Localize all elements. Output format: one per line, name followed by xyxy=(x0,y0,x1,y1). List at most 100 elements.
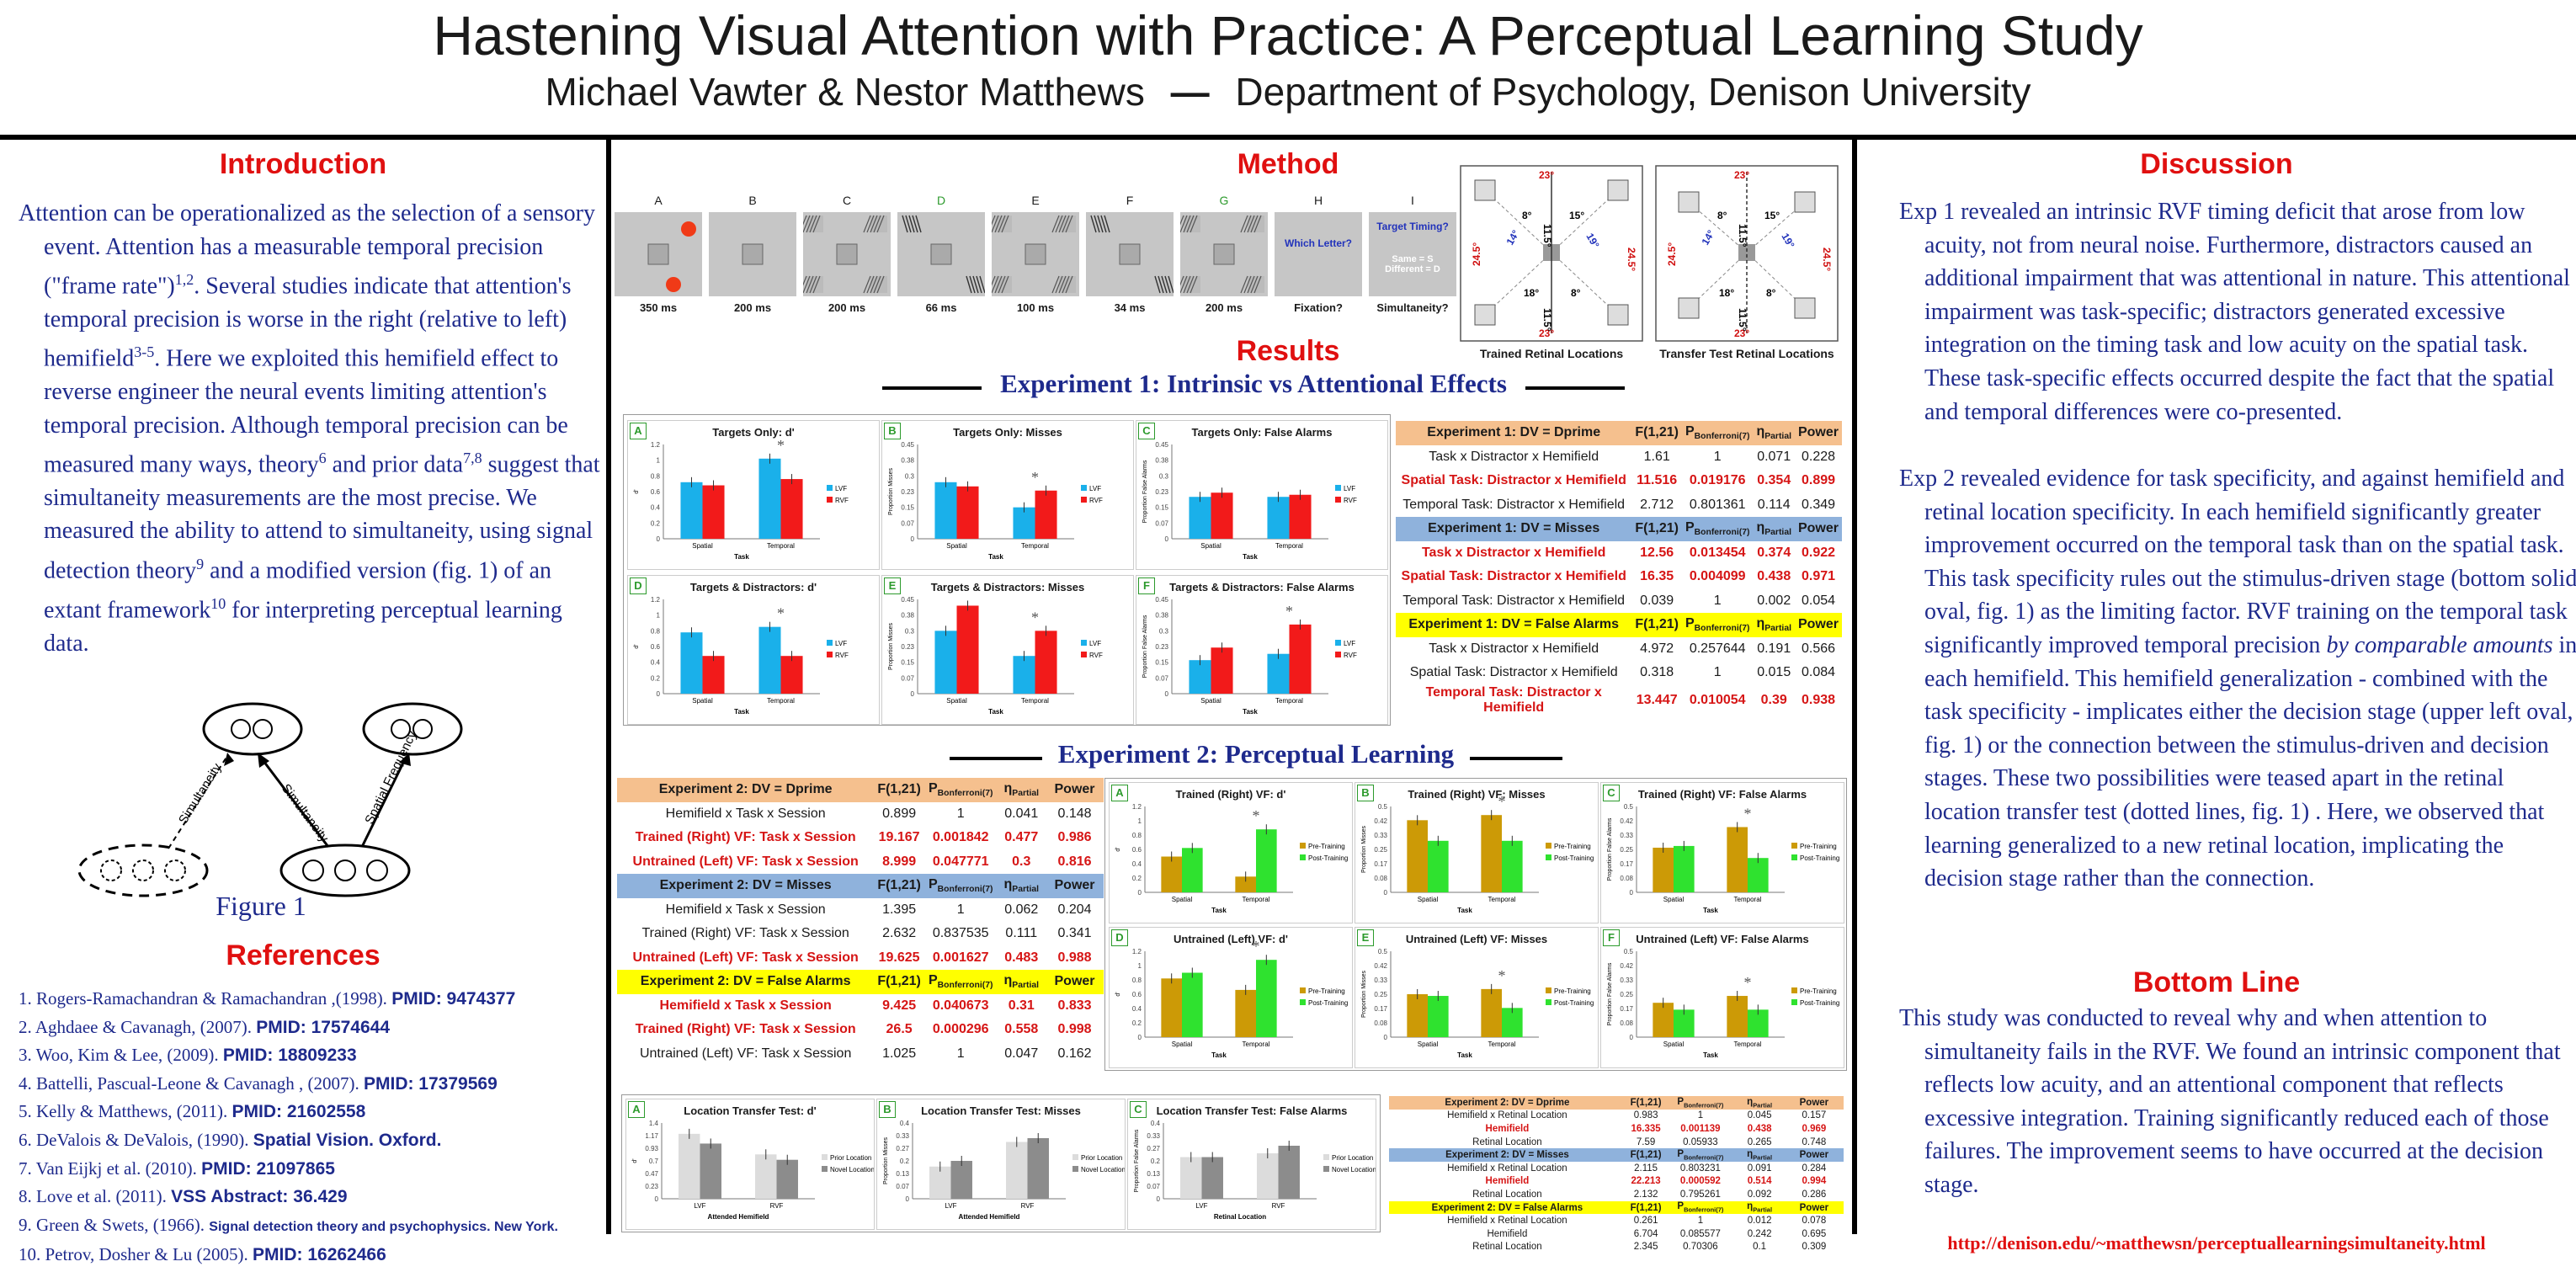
y-tick-label: 0.5 xyxy=(1378,948,1388,955)
stats-cell-p: 0.004099 xyxy=(1689,569,1746,584)
frame-prompt-options: Same = S Different = D xyxy=(1385,254,1440,274)
intro-text-segment: . Several studies indicate that attentio… xyxy=(44,273,572,372)
stats-cell-f: 11.516 xyxy=(1637,473,1678,488)
legend-entry: Pre-Training xyxy=(1800,987,1837,995)
chart-panel-label: A xyxy=(1111,785,1128,801)
stats-cell-p: 0.257644 xyxy=(1689,641,1746,656)
y-tick-label: 0.15 xyxy=(901,659,914,667)
stats-cell-eta: 0.062 xyxy=(1004,902,1039,917)
stats-cell-power: 0.998 xyxy=(1057,1022,1092,1037)
chart-panel-label: F xyxy=(1603,929,1620,946)
category-label: RVF xyxy=(1272,1202,1285,1210)
bar-rvf xyxy=(1211,647,1233,694)
stats-cell-f: 2.632 xyxy=(882,926,917,941)
legend-entry: Post-Training xyxy=(1554,854,1594,862)
category-label: Spatial xyxy=(1418,1041,1439,1048)
stats-col-p: PBonferroni(7) xyxy=(928,781,993,799)
bar-lvf xyxy=(1267,497,1290,539)
stats-cell-eta: 0.374 xyxy=(1757,545,1791,560)
y-tick-label: 0.13 xyxy=(896,1170,909,1178)
chart-title: Targets Only: Misses xyxy=(953,426,1062,439)
bar-post xyxy=(1182,848,1203,892)
significance-star: * xyxy=(1253,938,1260,955)
frame-duration: 200 ms xyxy=(733,301,772,314)
significance-star: * xyxy=(1498,967,1506,984)
y-tick-label: 0 xyxy=(1630,1034,1634,1041)
stats-row: Retinal Location 7.59 0.05933 0.265 0.748 xyxy=(1389,1136,1844,1149)
stats-cell-power: 0.922 xyxy=(1801,545,1836,560)
y-tick-label: 0.23 xyxy=(901,643,914,651)
legend-entry: Post-Training xyxy=(1800,999,1839,1007)
stats-cell-f: 1.61 xyxy=(1643,449,1670,464)
frame-duration: 350 ms xyxy=(639,301,678,314)
stats-cell-eta: 0.111 xyxy=(1005,926,1038,941)
method-frames: A 350 ms B 200 ms C 200 ms D 66 ms E 100 ms F 34 ms… xyxy=(615,194,1456,330)
stats-cell-label: Task x Distractor x Hemifield xyxy=(1429,449,1599,464)
stats-col-f: F(1,21) xyxy=(1630,1097,1662,1108)
trial-frame-g: G 200 ms xyxy=(1176,194,1268,330)
stats-col-p: PBonferroni(7) xyxy=(1685,616,1750,634)
y-tick-label: 0 xyxy=(1384,889,1388,897)
stats-row: Spatial Task: Distractor x Hemifield 11.5… xyxy=(1396,469,1842,493)
stats-cell-label: Retinal Location xyxy=(1472,1136,1542,1147)
stats-row: Task x Distractor x Hemifield 12.56 0.0134… xyxy=(1396,541,1842,566)
category-label: Spatial xyxy=(1172,896,1193,903)
y-tick-label: 0.2 xyxy=(651,674,661,682)
category-label: Spatial xyxy=(692,542,713,550)
frame-label: B xyxy=(748,194,757,207)
y-tick-label: 0.45 xyxy=(1155,441,1168,449)
stats-col-f: F(1,21) xyxy=(1630,1202,1662,1213)
y-tick-label: 0.6 xyxy=(1132,991,1142,998)
legend-entry: Novel Location xyxy=(830,1166,874,1174)
y-tick-label: 0.33 xyxy=(896,1132,909,1140)
intro-text-segment: and prior data xyxy=(326,451,464,478)
bar-rvf xyxy=(780,479,803,539)
chart-transfer-charts-b: B Location Transfer Test: Misses 0 0.07 0.13… xyxy=(876,1099,1126,1230)
stats-col-header: Experiment 1: DV = Misses xyxy=(1428,521,1600,536)
chart-plot: 0 0.2 0.4 0.6 0.8 1 1.2 d' Spatial * Temporal Task P… xyxy=(1115,803,1348,914)
y-tick-label: 1.2 xyxy=(1132,948,1142,955)
x-axis-label: Task xyxy=(1211,1051,1227,1059)
stats-table: Experiment 2: DV = Dprime F(1,21) PBonferr… xyxy=(617,778,1104,1066)
stats-cell-label: Retinal Location xyxy=(1472,1189,1542,1200)
legend-entry: RVF xyxy=(835,497,849,504)
reference-id: PMID: 16262466 xyxy=(253,1245,386,1265)
chart-transfer-charts-c: C Location Transfer Test: False Alarms 0 0.… xyxy=(1127,1099,1376,1230)
stats-col-eta: ηPartial xyxy=(1747,1149,1773,1162)
y-tick-label: 1.2 xyxy=(651,441,661,449)
references-title: References xyxy=(226,939,381,971)
bar-rvf xyxy=(780,656,803,694)
stats-cell-p: 1 xyxy=(1713,665,1722,680)
bar-rvf xyxy=(1289,494,1312,539)
svg-text:24.5°: 24.5° xyxy=(1626,247,1637,271)
y-axis-label: d' xyxy=(632,1158,638,1163)
stats-cell-f: 12.56 xyxy=(1640,545,1674,560)
stats-col-power: Power xyxy=(1054,782,1095,797)
chart-exp2-charts-a: A Trained (Right) VF: d' 0 0.2 0.4 0.6 0.8 1 1.2… xyxy=(1109,782,1353,923)
frame-image xyxy=(615,212,702,296)
stats-cell-label: Untrained (Left) VF: Task x Session xyxy=(632,854,859,869)
stats-cell-power: 0.341 xyxy=(1057,926,1092,941)
stats-cell-f: 6.704 xyxy=(1633,1228,1658,1239)
bar-pre xyxy=(1235,876,1256,892)
chart-exp1-charts-e: E Targets & Distractors: Misses 0 0.07 0.15 0… xyxy=(881,575,1134,725)
introduction-text: Attention can be operationalized as the … xyxy=(19,197,606,660)
x-axis-label: Task xyxy=(988,553,1003,561)
reference-item: 9. Green & Swets, (1966). Signal detecti… xyxy=(19,1214,558,1235)
stats-row: Spatial Task: Distractor x Hemifield 0.31… xyxy=(1396,661,1842,685)
frame-image: Which Letter? xyxy=(1275,212,1362,296)
stats-row: Task x Distractor x Hemifield 1.61 1 0.071 0… xyxy=(1396,445,1842,470)
chart-plot: 0 0.2 0.4 0.6 0.8 1 1.2 d' Spatial * Temporal Task P… xyxy=(1115,938,1348,1059)
poster-url-link[interactable]: http://denison.edu/~matthewsn/perceptual… xyxy=(1947,1232,2486,1253)
stats-cell-power: 0.286 xyxy=(1802,1189,1827,1200)
stats-cell-eta: 0.477 xyxy=(1004,830,1039,845)
chart-title: Trained (Right) VF: d' xyxy=(1175,788,1286,801)
stats-header-row: Experiment 1: DV = Misses F(1,21) PBonferr… xyxy=(1396,517,1842,541)
chart-exp1-charts-a: A Targets Only: d' 0 0.2 0.4 0.6 0.8 1 1.2 d' Spat… xyxy=(627,420,880,570)
stats-cell-p: 0.019176 xyxy=(1689,473,1746,488)
svg-text:23°: 23° xyxy=(1539,169,1554,181)
frame-label: I xyxy=(1411,194,1414,207)
y-tick-label: 0.3 xyxy=(1159,472,1169,480)
chart-plot: 0 0.07 0.13 0.2 0.27 0.33 0.4 Proportion False … xyxy=(1134,1120,1376,1221)
decision-oval xyxy=(202,702,303,756)
